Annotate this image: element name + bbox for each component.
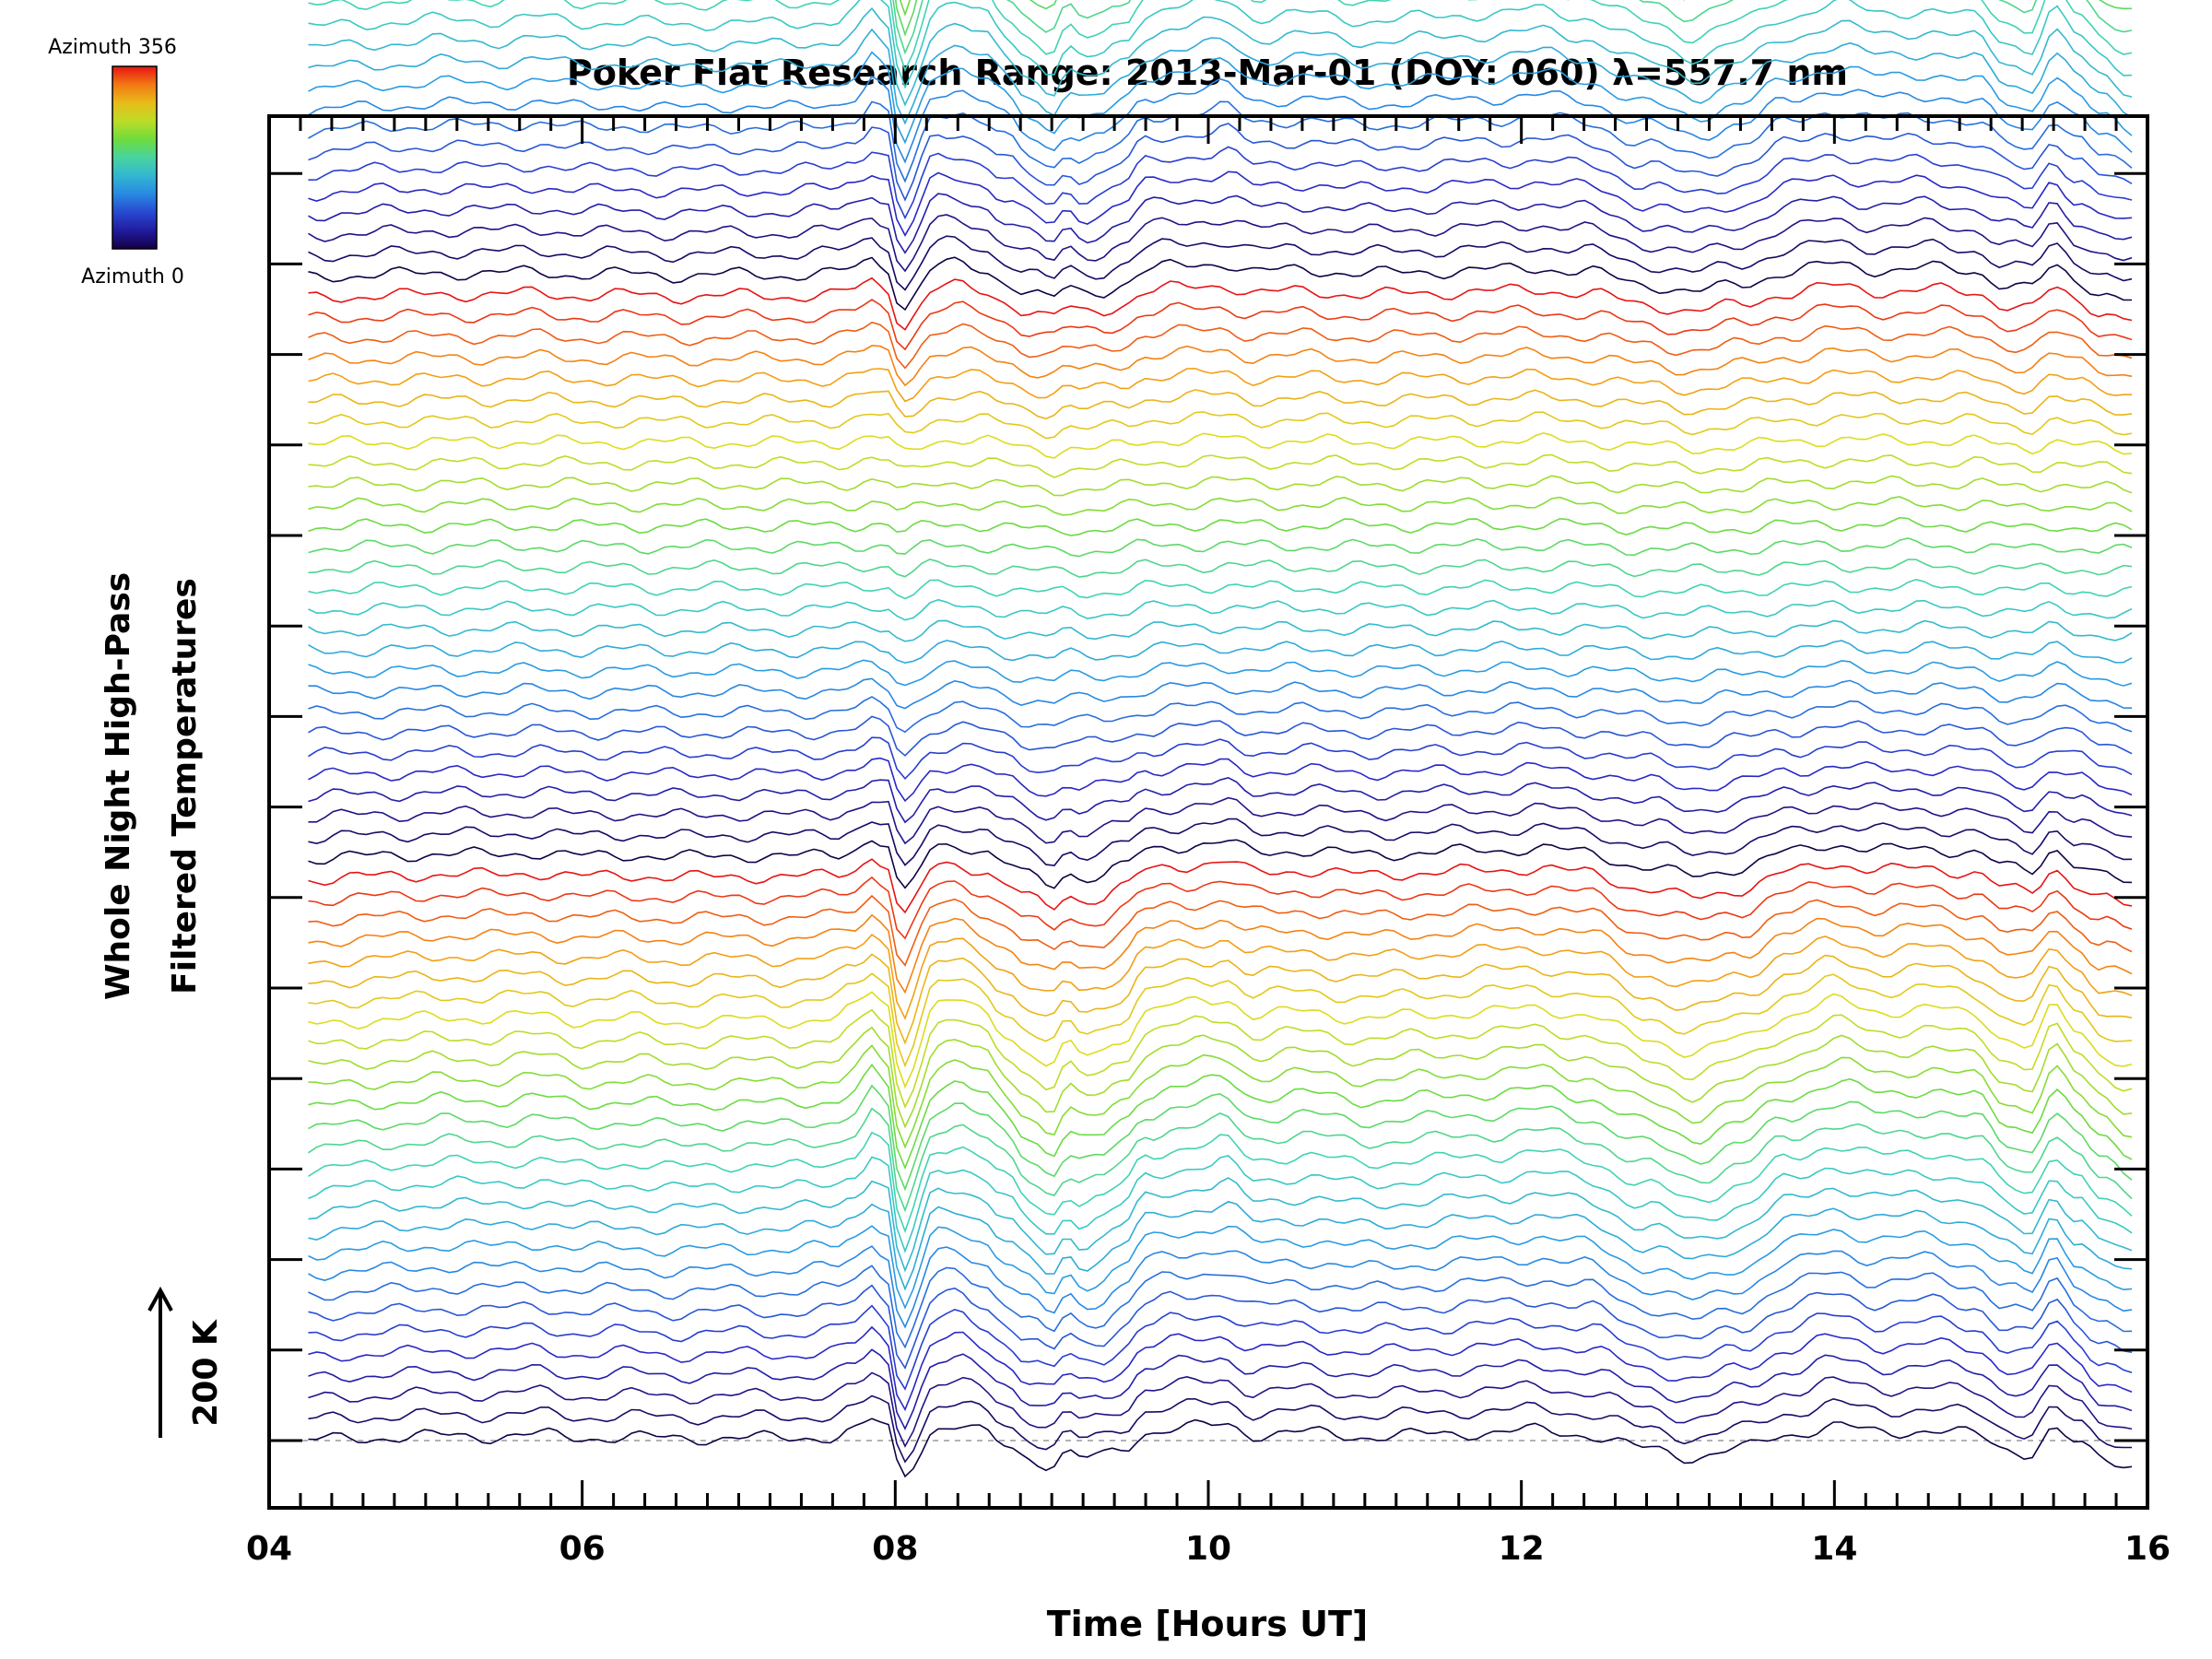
scale-bar-arrowhead: [147, 1286, 173, 1312]
temperature-trace: [308, 1155, 2133, 1253]
temperature-trace: [308, 1008, 2133, 1109]
temperature-trace: [308, 1026, 2133, 1129]
temperature-trace: [308, 51, 2133, 145]
temperature-trace: [308, 537, 2133, 558]
temperature-trace: [308, 619, 2133, 642]
colorbar: Azimuth 356 Azimuth 0: [48, 36, 184, 288]
colorbar-gradient: [112, 65, 158, 250]
temperature-trace: [308, 431, 2133, 459]
temperature-trace: [308, 321, 2133, 370]
temperature-trace: [308, 411, 2133, 440]
temperature-trace: [308, 796, 2133, 845]
x-tick-label: 04: [246, 1530, 292, 1568]
colorbar-top-label: Azimuth 356: [48, 36, 177, 59]
temperature-trace: [308, 934, 2133, 1020]
temperature-trace: [308, 171, 2133, 237]
x-tick-label: 16: [2124, 1530, 2171, 1568]
temperature-trace: [308, 496, 2133, 516]
temperature-trace: [308, 123, 2133, 202]
temperature-trace: [308, 696, 2133, 734]
temperature-trace: [308, 659, 2133, 687]
temperature-trace: [308, 598, 2133, 621]
temperature-trace: [308, 1304, 2133, 1391]
x-axis-tick-labels: 04 06 08 10 12 14 16: [246, 1530, 2171, 1568]
temperature-trace: [308, 256, 2132, 312]
temperature-trace: [308, 1284, 2133, 1370]
temperature-trace: [308, 991, 2133, 1089]
temperature-trace: [308, 453, 2133, 478]
temperature-trace: [308, 367, 2132, 403]
temperature-trace: [308, 28, 2133, 125]
x-tick-label: 10: [1185, 1530, 1231, 1568]
temperature-traces: [308, 0, 2133, 1478]
temperature-trace: [308, 715, 2133, 757]
temperature-trace: [308, 558, 2133, 578]
temperature-trace: [308, 299, 2133, 351]
scale-bar: 200 K: [147, 1286, 225, 1438]
temperature-trace: [308, 1265, 2133, 1349]
y-axis-ticks: [269, 171, 2147, 1442]
temperature-trace: [308, 953, 2133, 1045]
plot-area: [269, 0, 2147, 1478]
temperature-trace: [308, 1107, 2133, 1213]
temperature-trace: [308, 757, 2133, 803]
temperature-trace: [308, 345, 2133, 387]
temperature-trace: [308, 235, 2133, 291]
temperature-trace: [308, 389, 2133, 420]
temperature-trace: [308, 1200, 2133, 1291]
temperature-trace: [308, 1131, 2133, 1234]
y-axis-label-line-1: Whole Night High-Pass: [100, 572, 137, 1000]
temperature-trace: [308, 640, 2133, 665]
scale-bar-label: 200 K: [187, 1319, 225, 1427]
temperature-trace: [308, 1225, 2133, 1310]
temperature-trace: [308, 913, 2133, 994]
y-axis-label-line-2: Filtered Temperatures: [166, 578, 204, 994]
temperature-trace: [308, 0, 2133, 89]
temperature-trace: [308, 1418, 2133, 1478]
temperature-trace: [899, 0, 912, 17]
temperature-trace: [308, 578, 2133, 600]
temperature-trace: [308, 876, 2133, 940]
temperature-trace: [308, 858, 2133, 914]
x-tick-label: 14: [1811, 1530, 1857, 1568]
x-axis-ticks: [267, 116, 2149, 1508]
temperature-trace: [308, 146, 2133, 220]
temperature-trace: [308, 1348, 2133, 1430]
temperature-trace: [308, 1245, 2133, 1329]
temperature-trace: [308, 1044, 2133, 1149]
temperature-trace: [308, 972, 2133, 1068]
temperature-trace: [308, 214, 2133, 273]
temperature-trace: [308, 677, 2133, 710]
x-tick-label: 12: [1499, 1530, 1545, 1568]
colorbar-bottom-label: Azimuth 0: [81, 265, 184, 288]
temperature-trace: [308, 75, 2133, 164]
temperature-trace: [308, 1084, 2133, 1192]
temperature-trace: [308, 0, 2133, 73]
temperature-trace: [308, 1325, 2133, 1412]
temperature-trace: [308, 1177, 2133, 1273]
x-tick-label: 08: [872, 1530, 918, 1568]
temperature-trace: [308, 818, 2133, 866]
temperature-trace: [308, 839, 2133, 889]
temperature-trace: [308, 193, 2133, 254]
y-axis-label: Whole Night High-Pass Filtered Temperatu…: [100, 572, 204, 1000]
temperature-trace: [308, 276, 2133, 331]
temperature-trace: [308, 1394, 2132, 1464]
temperature-trace: [308, 6, 2133, 107]
temperature-trace: [308, 776, 2133, 824]
temperature-trace: [308, 894, 2133, 967]
x-axis-label: Time [Hours UT]: [1047, 1604, 1369, 1644]
plot-frame: [267, 114, 2149, 1510]
x-tick-label: 06: [559, 1530, 606, 1568]
temperature-trace: [308, 516, 2133, 536]
temperature-trace: [308, 1371, 2133, 1448]
temperature-trace: [308, 736, 2133, 780]
temperature-trace: [308, 475, 2133, 497]
temperature-trace: [308, 1063, 2133, 1171]
